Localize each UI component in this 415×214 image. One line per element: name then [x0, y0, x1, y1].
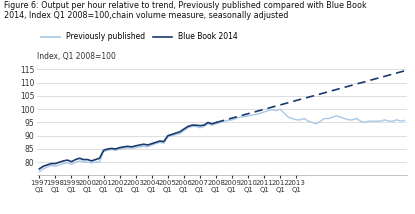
- Text: Index, Q1 2008=100: Index, Q1 2008=100: [37, 52, 116, 61]
- Text: Figure 6: Output per hour relative to trend, Previously published compared with : Figure 6: Output per hour relative to tr…: [4, 1, 367, 21]
- Legend: Previously published, Blue Book 2014: Previously published, Blue Book 2014: [41, 32, 238, 42]
